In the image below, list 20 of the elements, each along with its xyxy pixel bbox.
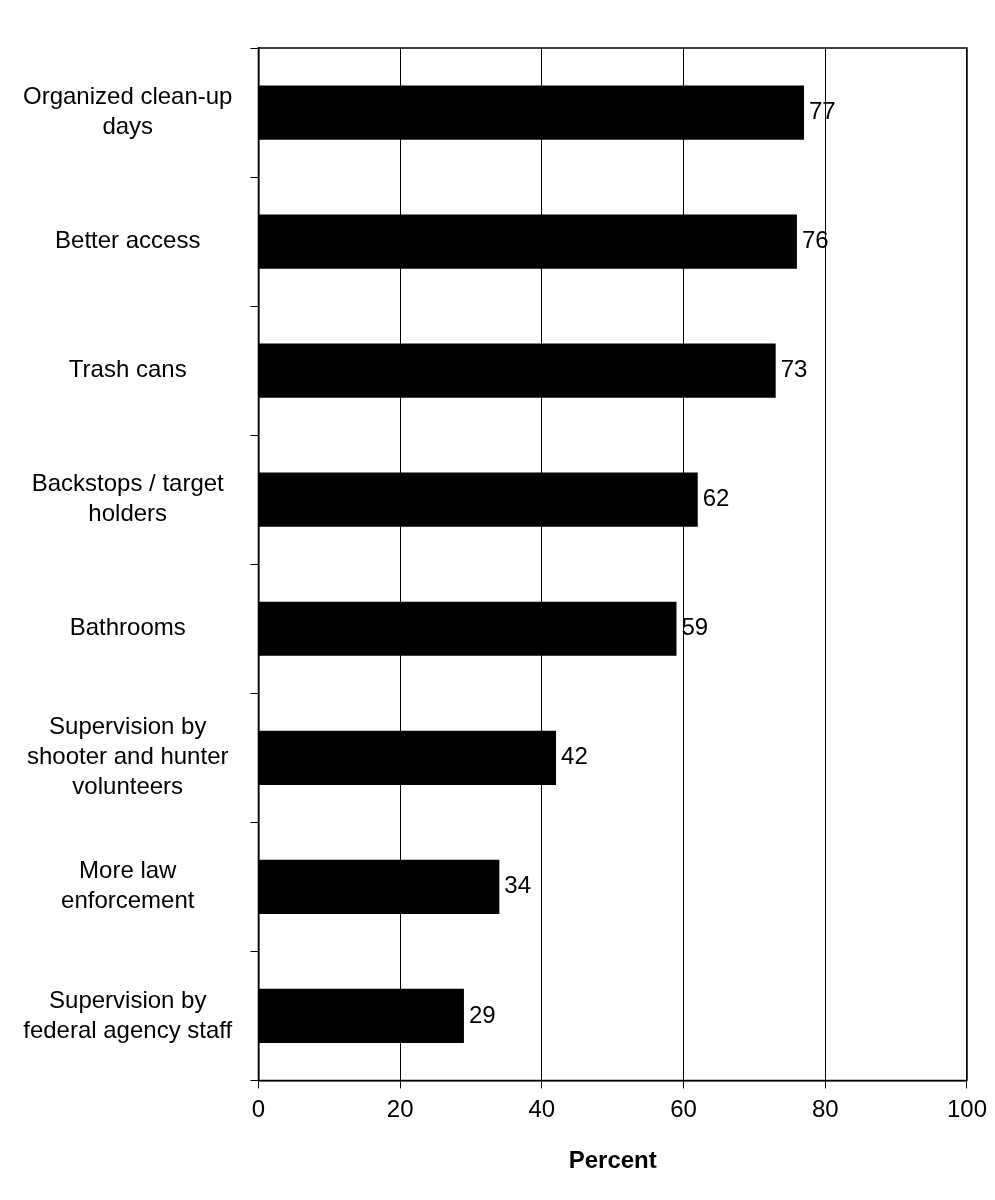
y-tick-label: Supervision by federal agency staff bbox=[23, 985, 233, 1043]
x-tick-label: 100 bbox=[946, 1095, 987, 1123]
y-tick-label: More law enforcement bbox=[61, 856, 195, 914]
y-tick-label: Bathrooms bbox=[69, 613, 186, 641]
data-label: 73 bbox=[780, 355, 808, 383]
y-tick-label: Better access bbox=[55, 226, 201, 254]
x-tick-label: 20 bbox=[386, 1095, 414, 1123]
x-tick-label: 60 bbox=[670, 1095, 697, 1123]
y-tick-label: Backstops / target holders bbox=[31, 469, 225, 527]
x-axis-title: Percent bbox=[568, 1146, 657, 1174]
x-tick-label: 40 bbox=[528, 1095, 556, 1123]
y-tick-label: Organized clean-up days bbox=[23, 82, 233, 140]
data-label: 42 bbox=[561, 742, 588, 770]
data-label: 34 bbox=[504, 871, 532, 899]
x-tick-label: 80 bbox=[811, 1095, 839, 1123]
x-tick-label: 0 bbox=[251, 1095, 266, 1123]
data-label: 62 bbox=[702, 484, 730, 512]
y-tick-label: Supervision by shooter and hunter volunteers bbox=[26, 712, 229, 800]
y-tick-label: Trash cans bbox=[68, 355, 187, 383]
data-label: 29 bbox=[468, 1000, 496, 1028]
